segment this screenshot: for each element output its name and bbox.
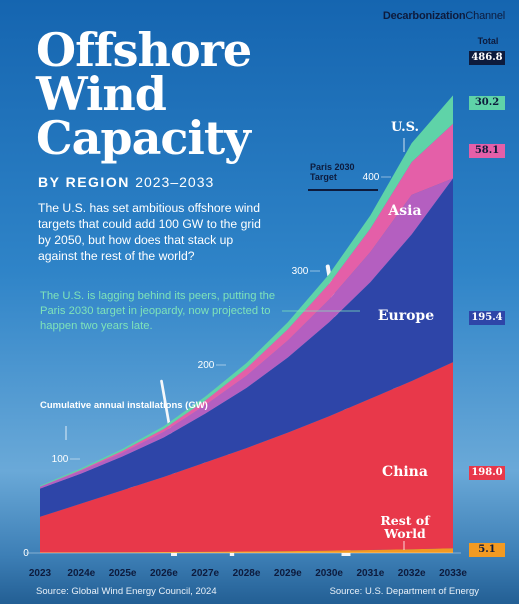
x-tick-label: 2025e [109, 568, 137, 579]
x-tick-label: 2032e [398, 568, 426, 579]
total-badge: 486.8 [469, 51, 505, 65]
region-label-rest: Rest of World [380, 513, 430, 541]
china-total-badge: 198.0 [469, 466, 505, 480]
chart-overlay [65, 138, 405, 550]
subtitle-lead: BY REGION [38, 174, 130, 190]
intro-text: The U.S. has set ambitious offshore wind… [38, 201, 261, 263]
other-total-badge: 30.2 [469, 96, 505, 110]
area-rest [40, 548, 453, 553]
x-tick-label: 2029e [274, 568, 302, 579]
x-tick-label: 2030e [315, 568, 343, 579]
x-tick-label: 2023 [29, 568, 52, 579]
region-label-china: China [382, 464, 428, 480]
region-label-asia: Asia [388, 203, 422, 219]
rest-total-badge: 5.1 [469, 543, 505, 557]
europe-total-badge: 195.4 [469, 311, 505, 325]
brand-bold: Decarbonization [382, 10, 466, 22]
x-tick-label: 2033e [439, 568, 467, 579]
x-tick-label: 2024e [67, 568, 95, 579]
x-tick-label: 2028e [233, 568, 261, 579]
brand-logo: DecarbonizationChannel [383, 10, 505, 22]
x-tick-label: 2031e [356, 568, 384, 579]
y-tick-300: 300 [292, 266, 309, 277]
region-label-us: U.S. [390, 120, 420, 135]
y-tick-200: 200 [198, 360, 215, 371]
area-asia [40, 178, 453, 489]
chart-title: Offshore Wind Capacity [36, 23, 252, 165]
y-axis-ticks: 0 100 200 300 400 [23, 172, 461, 559]
lagging-note: The U.S. is lagging behind its peers, pu… [40, 290, 276, 332]
region-label-europe: Europe [377, 308, 435, 324]
area-layers [40, 95, 453, 553]
y-tick-400: 400 [363, 172, 380, 183]
brand-light: Channel [465, 10, 505, 22]
total-header: Total [477, 36, 499, 46]
subtitle-years: 2023–2033 [135, 174, 215, 190]
cumulative-installations-label: Cumulative annual installations (GW) [40, 400, 208, 411]
source-left: Source: Global Wind Energy Council, 2024 [36, 586, 217, 597]
source-right: Source: U.S. Department of Energy [329, 586, 479, 597]
area-europe [40, 178, 453, 517]
x-axis-ticks: 2023 2024e 2025e 2026e 2027e 2028e 2029e 2030e 2… [29, 568, 467, 579]
area-china [40, 362, 453, 553]
us-total-badge: 58.1 [469, 144, 505, 158]
x-tick-label: 2027e [191, 568, 219, 579]
x-tick-label: 2026e [150, 568, 178, 579]
y-tick-100: 100 [52, 454, 69, 465]
paris-target-label: Paris 2030 Target [310, 162, 355, 182]
y-tick-0: 0 [23, 548, 29, 559]
chart-subtitle: BY REGION 2023–2033 [38, 174, 214, 190]
